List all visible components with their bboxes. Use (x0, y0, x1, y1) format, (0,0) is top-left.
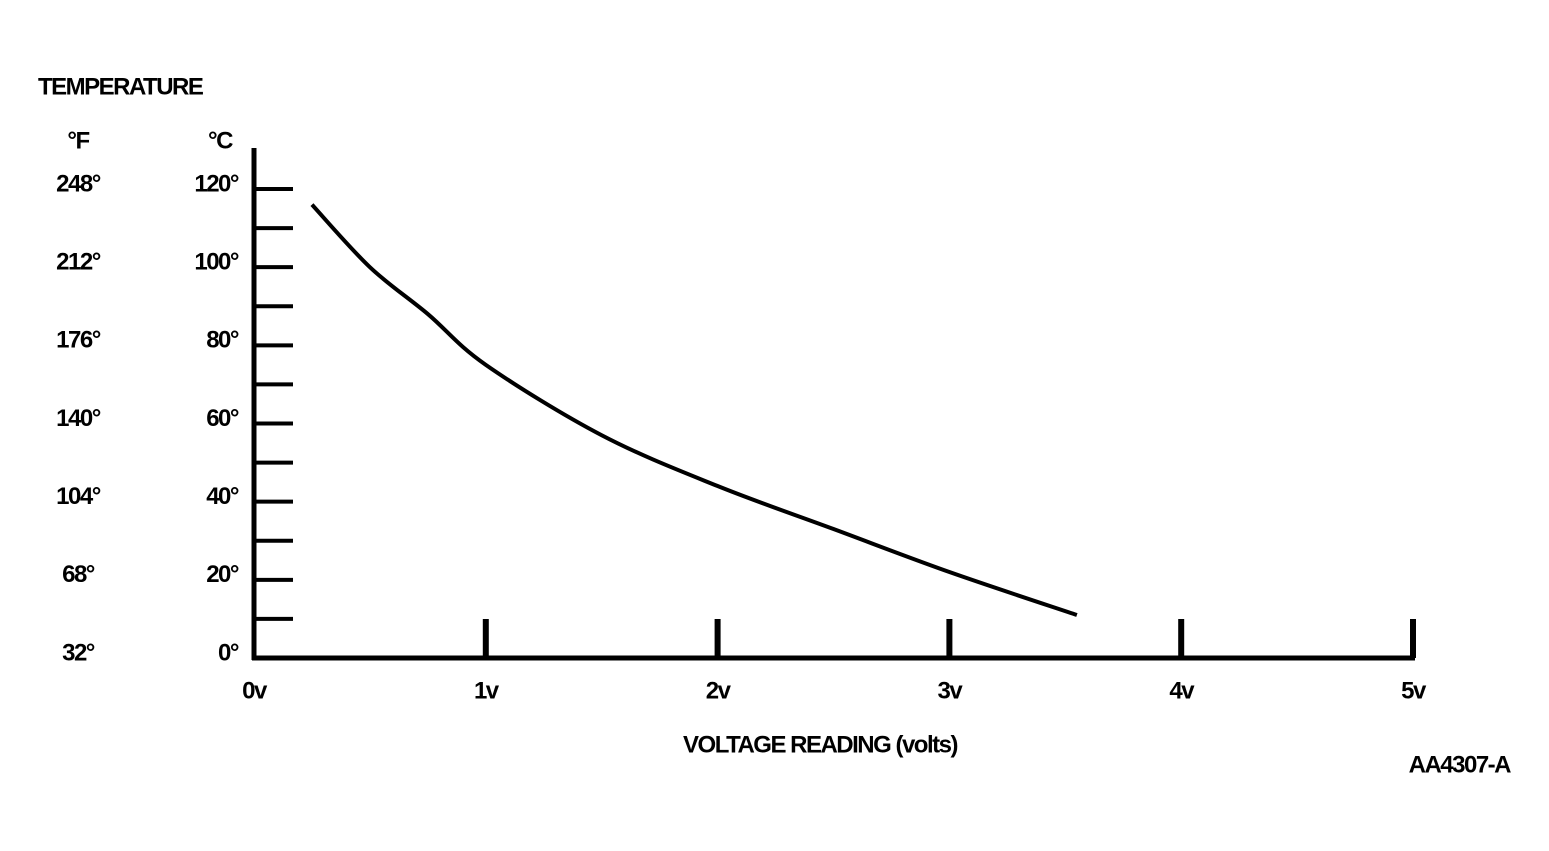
y2-tick-label: 176° (56, 327, 101, 354)
x-tick-label: 5v (1401, 677, 1427, 704)
y-tick-label: 40° (206, 483, 239, 510)
x-tick-label: 2v (706, 677, 732, 704)
y-tick-label: 60° (206, 405, 239, 432)
y-tick-label: 20° (206, 561, 239, 588)
y2-tick-label: 104° (56, 483, 101, 510)
x-tick-label: 4v (1169, 677, 1195, 704)
y2-tick-label: 212° (56, 249, 101, 276)
x-tick-label: 1v (474, 677, 500, 704)
y-unit: °C (208, 127, 233, 154)
y2-tick-label: 68° (62, 561, 95, 588)
x-tick-label: 0v (242, 677, 268, 704)
x-tick-label: 3v (938, 677, 964, 704)
y-axis-title: TEMPERATURE (38, 73, 204, 100)
y-tick-label: 0° (218, 639, 239, 666)
y-tick-label: 100° (194, 249, 239, 276)
y2-tick-label: 248° (56, 170, 101, 197)
y2-tick-label: 140° (56, 405, 101, 432)
y-tick-label: 80° (206, 327, 239, 354)
annotation: AA4307-A (1409, 751, 1512, 778)
x-axis-label: VOLTAGE READING (volts) (683, 731, 957, 758)
y2-unit: °F (67, 127, 89, 154)
y-tick-label: 120° (194, 170, 239, 197)
y2-tick-label: 32° (62, 639, 95, 666)
line (310, 203, 1078, 617)
